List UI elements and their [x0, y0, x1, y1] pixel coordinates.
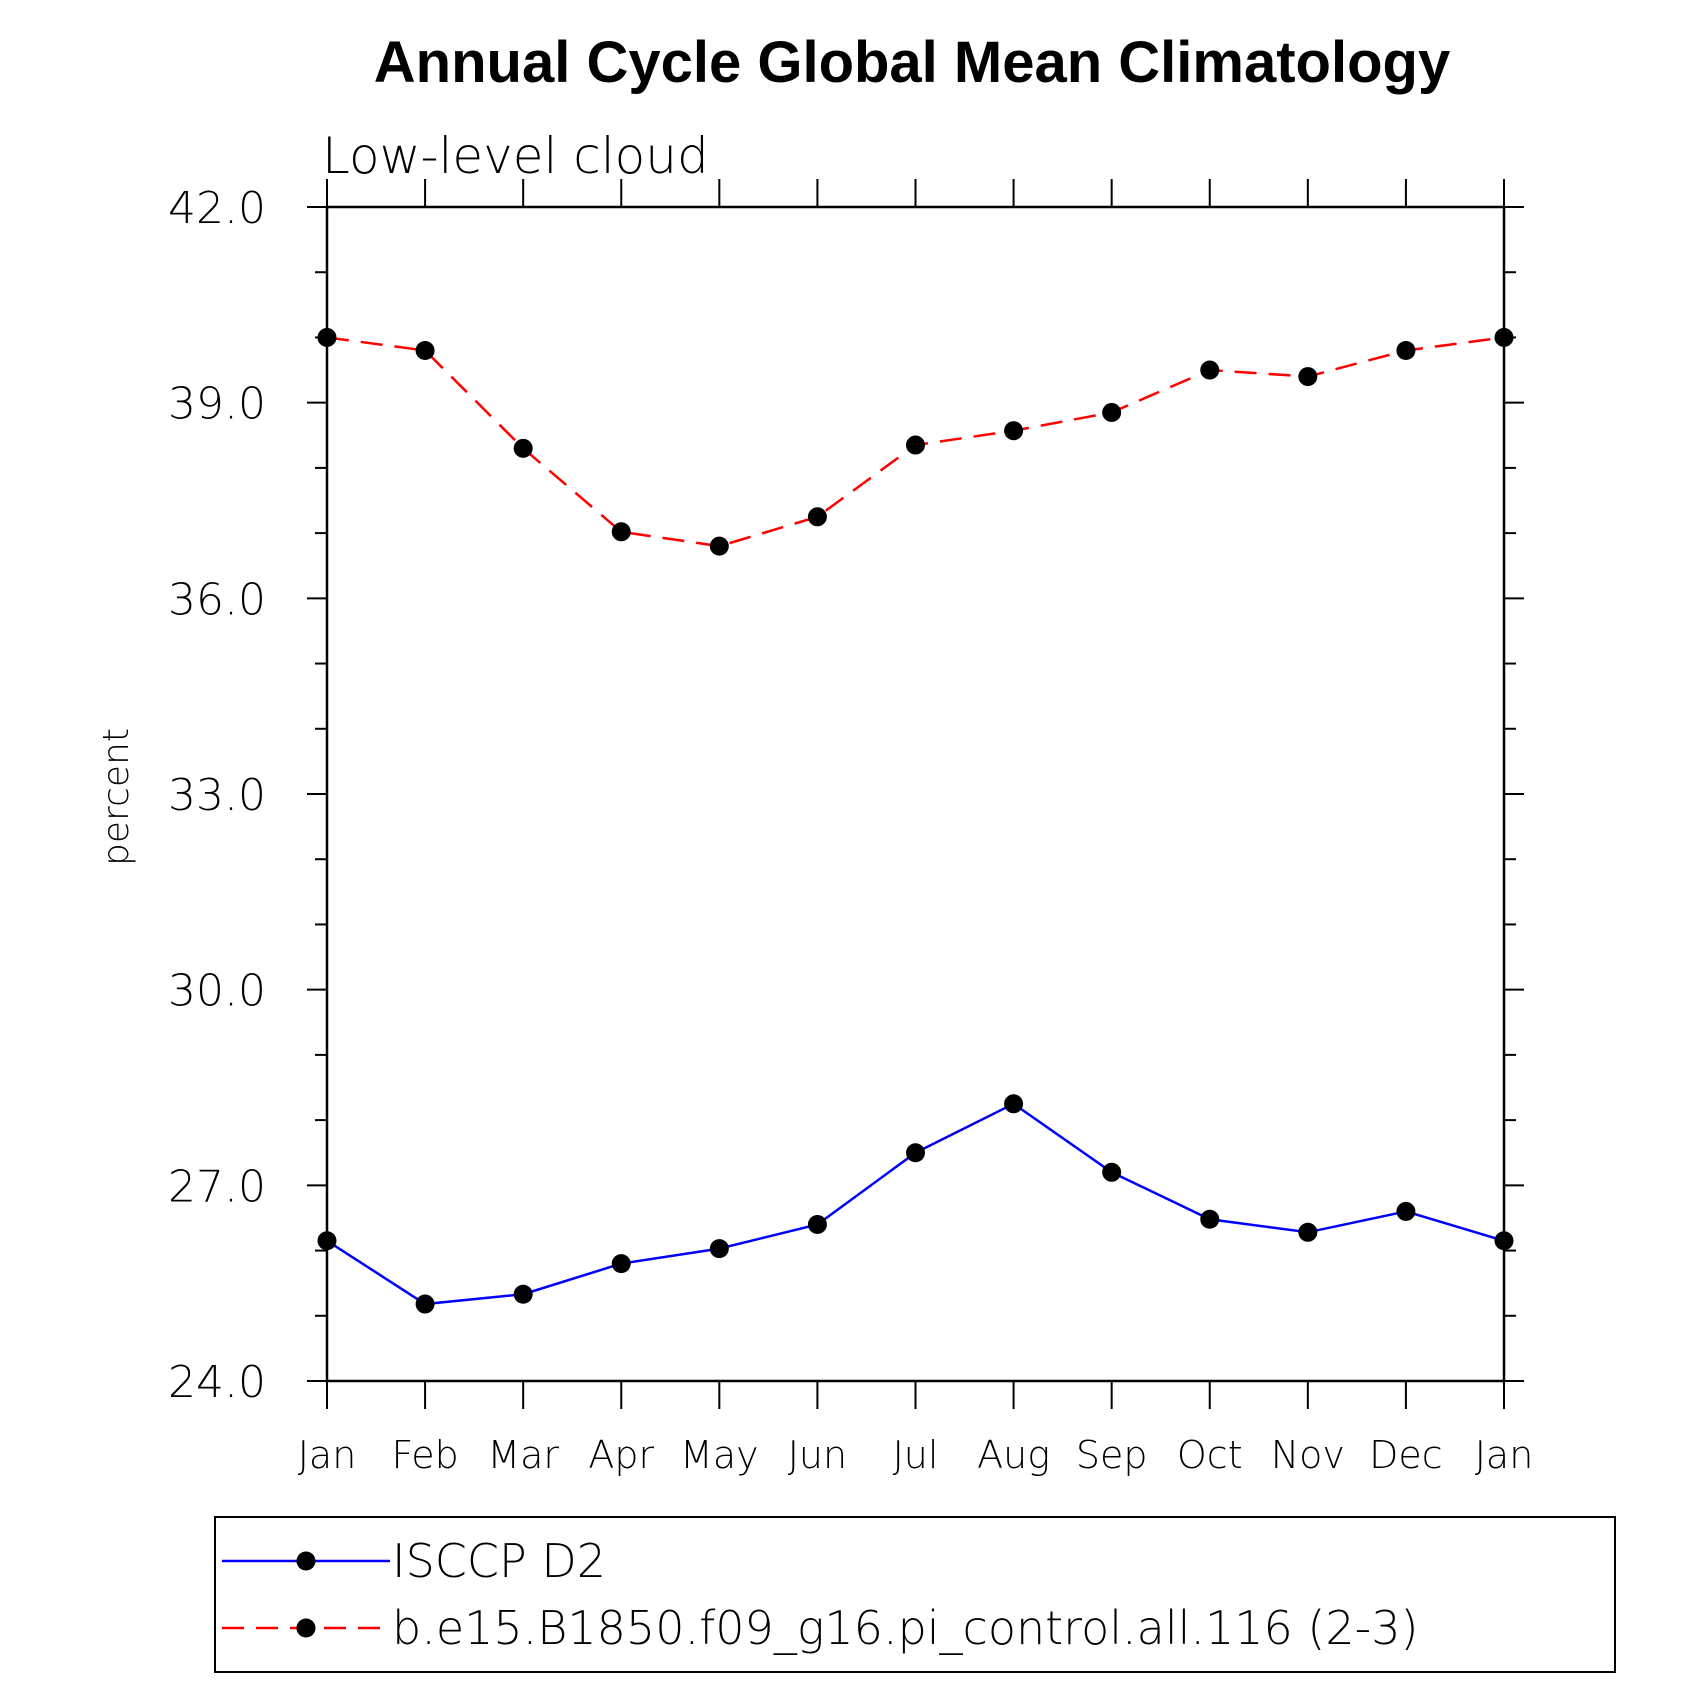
y-tick-label: 24.0	[168, 1357, 266, 1408]
x-tick-label: Jun	[788, 1433, 847, 1477]
data-point-series-2	[1494, 327, 1514, 347]
y-axis-label: percent	[96, 728, 137, 866]
x-tick-label: Oct	[1177, 1433, 1243, 1477]
data-point-series-1	[1004, 1094, 1024, 1114]
legend: ISCCP D2 b.e15.B1850.f09_g16.pi_control.a…	[214, 1516, 1616, 1673]
x-tick-label: Apr	[588, 1433, 654, 1477]
y-tick-labels: 24.0 27.0 30.0 33.0 36.0 39.0 42.0	[168, 183, 266, 1408]
data-point-series-1	[317, 1231, 337, 1251]
plot-frame	[325, 205, 1506, 1383]
data-point-series-1	[709, 1239, 729, 1259]
y-tick-label: 27.0	[168, 1161, 266, 1212]
data-point-series-1	[1298, 1222, 1318, 1242]
y-tick-label: 39.0	[168, 379, 266, 430]
data-point-series-2	[709, 536, 729, 556]
legend-marker-2	[296, 1618, 316, 1638]
data-point-series-2	[317, 327, 337, 347]
y-tick-label: 36.0	[168, 574, 266, 625]
x-tick-label: Aug	[977, 1433, 1050, 1477]
data-point-series-1	[415, 1294, 435, 1314]
legend-box	[214, 1516, 1616, 1673]
x-tick-label: Mar	[487, 1433, 559, 1477]
x-tick-label: Nov	[1271, 1433, 1345, 1477]
data-point-series-1	[1494, 1231, 1514, 1251]
data-point-series-2	[1298, 367, 1318, 387]
y-tick-label: 30.0	[168, 966, 266, 1017]
legend-label-2: b.e15.B1850.f09_g16.pi_control.all.116 (…	[392, 1601, 1418, 1655]
y-tick-label: 42.0	[168, 183, 266, 234]
legend-label-1: ISCCP D2	[392, 1534, 606, 1588]
data-point-series-2	[1396, 340, 1416, 360]
data-point-series-2	[1004, 421, 1024, 441]
axes	[307, 179, 1524, 1409]
series-layer	[317, 327, 1514, 1314]
data-point-series-2	[1200, 360, 1220, 380]
data-point-series-1	[807, 1214, 827, 1234]
series-line-1	[326, 1102, 1505, 1306]
x-tick-label: Jan	[298, 1433, 357, 1477]
x-tick-label: Jan	[1475, 1433, 1534, 1477]
data-point-series-2	[807, 507, 827, 527]
x-tick-label: Jul	[893, 1433, 939, 1477]
chart-title: Annual Cycle Global Mean Climatology	[374, 30, 1450, 95]
x-tick-label: Sep	[1076, 1433, 1148, 1477]
data-point-series-1	[906, 1143, 925, 1163]
x-tick-label: Feb	[391, 1433, 458, 1477]
y-tick-label: 33.0	[168, 770, 266, 821]
data-point-series-2	[1102, 402, 1122, 422]
x-tick-labels: Jan Feb Mar Apr May Jun Jul Aug Sep Oct Nov Dec Jan	[298, 1433, 1534, 1477]
data-point-series-1	[611, 1254, 631, 1274]
data-point-series-1	[513, 1284, 533, 1304]
chart-subtitle: Low-level cloud	[322, 127, 709, 185]
data-point-series-1	[1396, 1201, 1416, 1221]
x-tick-label: May	[680, 1433, 759, 1477]
data-point-series-1	[1102, 1162, 1122, 1182]
data-point-series-2	[906, 435, 925, 455]
data-point-series-2	[415, 340, 435, 360]
data-point-series-2	[513, 438, 533, 458]
x-tick-label: Dec	[1369, 1433, 1443, 1477]
data-point-series-2	[611, 522, 631, 542]
data-point-series-1	[1200, 1209, 1220, 1229]
legend-marker-1	[296, 1551, 316, 1571]
